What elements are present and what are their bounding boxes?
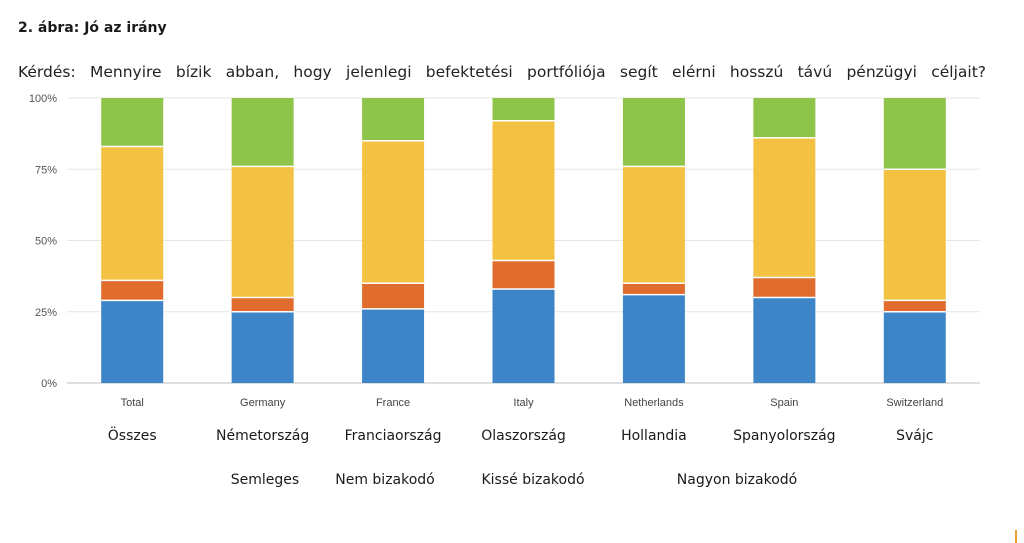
bar-segment xyxy=(883,311,946,383)
y-tick-label: 25% xyxy=(35,307,57,319)
bar-segment xyxy=(883,169,946,301)
bar-segment xyxy=(231,297,294,312)
x-axis: Total Germany France Italy Netherlands Spain S… xyxy=(121,397,944,409)
bar-segment xyxy=(622,283,685,295)
legend-entry: Nem bizakodó xyxy=(335,472,435,488)
y-tick-label: 0% xyxy=(41,378,57,390)
bar-segment xyxy=(231,166,294,298)
bar-segment xyxy=(492,288,555,383)
x-tick-label: Spain xyxy=(770,397,798,409)
survey-question: Kérdés: Mennyire bízik abban, hogy jelen… xyxy=(18,63,986,81)
bar-segment xyxy=(362,98,425,141)
x-tick-label: Switzerland xyxy=(886,397,943,409)
bar-segment xyxy=(753,297,816,383)
bar-segment xyxy=(622,98,685,167)
y-tick-label: 50% xyxy=(35,236,57,248)
x-tick-label: Netherlands xyxy=(624,397,684,409)
bar-segment xyxy=(101,280,164,301)
legend-entry: Kissé bizakodó xyxy=(481,472,585,488)
y-axis: 0% 25% 50% 75% 100% xyxy=(29,93,57,390)
y-tick-label: 75% xyxy=(35,164,57,176)
bar-segment xyxy=(101,98,164,147)
category-label-hu: Összes xyxy=(107,428,157,444)
category-label-hu: Svájc xyxy=(896,428,934,444)
legend-entry: Semleges xyxy=(230,472,300,488)
bar-segment xyxy=(362,283,425,309)
bar-segment xyxy=(231,98,294,167)
category-label-hu: Hollandia xyxy=(621,428,687,444)
category-label-hu: Spanyolország xyxy=(733,428,836,444)
x-tick-label: Total xyxy=(121,397,144,409)
bar-segment xyxy=(101,146,164,281)
bar-segment xyxy=(231,311,294,383)
bar-segment xyxy=(753,98,816,138)
bar-segment xyxy=(362,140,425,284)
bar-segment xyxy=(753,137,816,278)
bar-segment xyxy=(622,294,685,383)
bar-segment xyxy=(492,98,555,121)
y-tick-label: 100% xyxy=(29,93,57,105)
legend-entry: Nagyon bizakodó xyxy=(676,472,798,488)
x-tick-label: France xyxy=(376,397,410,409)
bar-segment xyxy=(883,98,946,170)
bar-segment xyxy=(622,166,685,284)
bar-segment xyxy=(492,260,555,289)
bar-segment xyxy=(753,277,816,298)
category-label-hu: Olaszország xyxy=(481,428,566,444)
figure-title: 2. ábra: Jó az irány xyxy=(18,20,167,36)
bar-segment xyxy=(362,308,425,383)
x-tick-label: Germany xyxy=(240,397,286,409)
corner-accent-mark xyxy=(1015,530,1017,543)
bars xyxy=(101,98,946,383)
bar-segment xyxy=(883,300,946,312)
category-label-hu: Franciaország xyxy=(344,428,442,444)
bar-segment xyxy=(101,300,164,383)
bar-segment xyxy=(492,120,555,261)
x-tick-label: Italy xyxy=(513,397,534,409)
category-label-hu: Németország xyxy=(216,428,310,444)
